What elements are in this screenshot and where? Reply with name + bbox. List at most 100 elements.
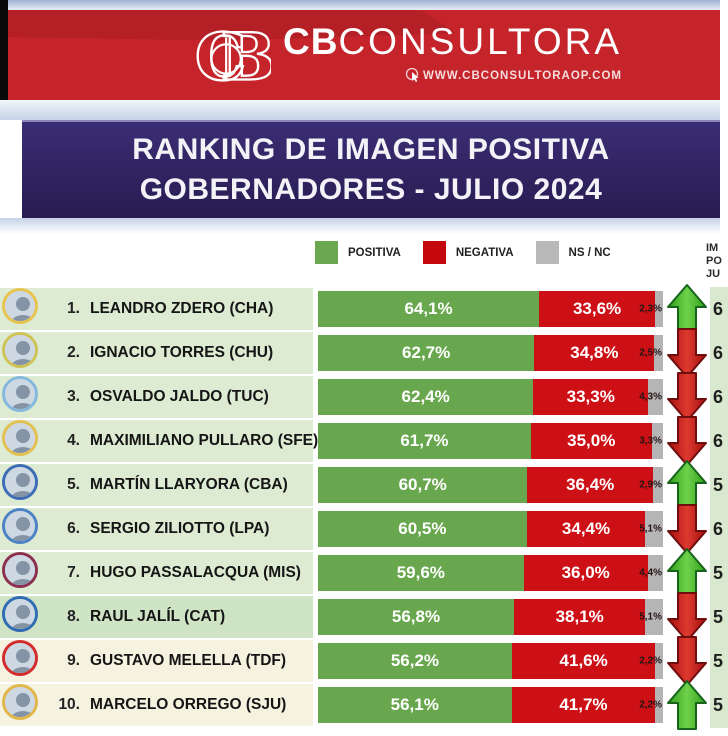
positive-segment-value: 64,1% (404, 299, 453, 318)
nsnc-segment (655, 643, 663, 679)
previous-month-value: 5 (713, 563, 724, 583)
stacked-bar: 56,8% 38,1% 5,1% (318, 599, 663, 635)
nsnc-segment (655, 687, 663, 723)
governor-name-cell (0, 684, 313, 726)
nsnc-segment (647, 555, 663, 591)
side-header-fragment: JU (706, 268, 721, 280)
governor-avatar (2, 376, 38, 412)
legend-label-negativa: NEGATIVA (455, 246, 514, 259)
nsnc-value: 3,3% (639, 435, 662, 447)
trend-down-icon (666, 415, 708, 467)
positive-segment-value: 60,5% (398, 519, 447, 538)
svg-text:CB: CB (195, 20, 271, 95)
previous-month-value: 6 (713, 343, 724, 363)
positive-segment: 56,2% (318, 643, 512, 679)
stacked-bar: 62,7% 34,8% 2,5% (318, 335, 663, 371)
person-silhouette-icon (5, 555, 35, 585)
table-row: 8. RAUL JALÍL (CAT) 56,8% 38,1% 5,1% 5 (0, 592, 728, 642)
banner-shade (8, 10, 457, 41)
nsnc-segment (645, 599, 663, 635)
ranking-table: 1. LEANDRO ZDERO (CHA) 64,1% 33,6% 2,3% 6 2. IG… (0, 284, 728, 730)
negative-segment: 33,6% (539, 291, 655, 327)
trend-down-icon (666, 371, 708, 423)
positive-segment-value: 62,4% (401, 387, 450, 406)
negative-segment: 34,8% (534, 335, 655, 371)
trend-down-icon (666, 327, 708, 379)
previous-month-value: 6 (713, 431, 724, 451)
governor-name: HUGO PASSALACQUA (MIS) (90, 564, 301, 581)
brand-cb: CB (283, 21, 339, 62)
governor-name-cell (0, 464, 313, 506)
governor-name-cell (0, 640, 313, 682)
negative-segment-value: 34,4% (561, 519, 611, 538)
rank-number: 7. (67, 564, 80, 581)
nsnc-value: 2,2% (639, 699, 662, 711)
previous-month-value: 6 (713, 387, 724, 407)
website-link[interactable]: WWW.CBCONSULTORAOP.COM (423, 70, 623, 82)
negative-segment: 33,3% (533, 379, 649, 415)
table-row: 10. MARCELO ORREGO (SJU) 56,1% 41,7% 2,2% 5 (0, 680, 728, 730)
positiva-swatch-icon (315, 241, 338, 264)
previous-month-value: 6 (713, 519, 724, 539)
side-column-background (710, 287, 728, 728)
governor-name-cell (0, 596, 313, 638)
negative-segment: 34,4% (526, 511, 646, 547)
negative-segment-value: 33,3% (566, 387, 615, 406)
left-edge-bar (0, 0, 8, 102)
negative-segment-value: 36,4% (566, 475, 615, 494)
rank-number: 2. (67, 344, 80, 361)
positive-segment-value: 62,7% (402, 343, 451, 362)
governor-name-cell (0, 552, 313, 594)
legend-label-positiva: POSITIVA (348, 246, 401, 259)
rank-number: 8. (67, 608, 80, 625)
title-banner: RANKING DE IMAGEN POSITIVA GOBERNADORES … (22, 120, 720, 218)
positive-segment-value: 61,7% (400, 431, 449, 450)
rank-number: 5. (67, 476, 80, 493)
nsnc-value: 2,3% (639, 303, 662, 315)
negative-segment-value: 34,8% (570, 343, 619, 362)
side-column-header: IM PO JU (706, 242, 728, 281)
governor-name-cell (0, 420, 313, 462)
brand-banner: CB CBCONSULTORA WWW.CBCONSULTORAOP.COM (8, 10, 720, 100)
governor-avatar (2, 508, 38, 544)
person-silhouette-icon (5, 687, 35, 717)
governor-avatar (2, 288, 38, 324)
governor-name: LEANDRO ZDERO (CHA) (90, 300, 274, 317)
governor-name: MAXIMILIANO PULLARO (SFE) (90, 432, 319, 449)
positive-segment-value: 56,1% (390, 695, 439, 714)
previous-month-value: 5 (713, 475, 724, 495)
person-silhouette-icon (5, 643, 35, 673)
page-title-line2: GOBERNADORES - JULIO 2024 (139, 173, 603, 206)
nsnc-value: 4,3% (639, 391, 662, 403)
stacked-bar: 56,2% 41,6% 2,2% (318, 643, 663, 679)
positive-segment: 62,4% (318, 379, 534, 415)
stacked-bar: 56,1% 41,7% 2,2% (318, 687, 663, 723)
rank-number: 1. (67, 300, 80, 317)
negative-segment: 35,0% (530, 423, 652, 459)
governor-name: MARTÍN LLARYORA (CBA) (90, 476, 288, 493)
table-row: 1. LEANDRO ZDERO (CHA) 64,1% 33,6% 2,3% 6 (0, 284, 728, 334)
governor-avatar (2, 464, 38, 500)
brand-consultora: CONSULTORA (338, 21, 623, 62)
nsnc-segment (645, 511, 663, 547)
positive-segment: 64,1% (318, 291, 540, 327)
table-row: 3. OSVALDO JALDO (TUC) 62,4% 33,3% 4,3% 6 (0, 372, 728, 422)
person-silhouette-icon (5, 511, 35, 541)
positive-segment: 60,7% (318, 467, 528, 503)
governor-name: IGNACIO TORRES (CHU) (90, 344, 274, 361)
positive-segment: 56,1% (318, 687, 512, 723)
stacked-bar: 62,4% 33,3% 4,3% (318, 379, 663, 415)
negative-segment: 41,7% (511, 687, 656, 723)
positive-segment: 62,7% (318, 335, 535, 371)
positive-segment-value: 56,2% (390, 651, 440, 670)
governor-avatar (2, 596, 38, 632)
stacked-bar: 64,1% 33,6% 2,3% (318, 291, 663, 327)
table-row: 6. SERGIO ZILIOTTO (LPA) 60,5% 34,4% 5,1% 6 (0, 504, 728, 554)
governor-name: SERGIO ZILIOTTO (LPA) (90, 520, 270, 537)
negative-segment: 41,6% (511, 643, 656, 679)
trend-down-icon (666, 591, 708, 643)
previous-month-value: 5 (713, 607, 724, 627)
page-title-line1: RANKING DE IMAGEN POSITIVA (132, 133, 610, 166)
negative-segment-value: 36,0% (561, 563, 610, 582)
